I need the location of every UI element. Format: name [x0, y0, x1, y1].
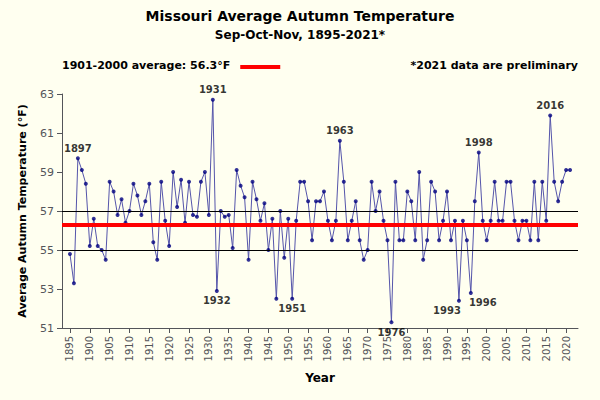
svg-text:1932: 1932 [203, 295, 231, 306]
svg-text:1995: 1995 [461, 336, 472, 361]
svg-text:*2021 data are preliminary: *2021 data are preliminary [410, 59, 578, 72]
svg-text:61: 61 [40, 127, 54, 140]
svg-text:1993: 1993 [433, 305, 461, 316]
svg-text:51: 51 [40, 322, 54, 335]
svg-text:2005: 2005 [501, 336, 512, 361]
svg-text:1976: 1976 [378, 327, 406, 338]
svg-text:Missouri Average Autumn Temper: Missouri Average Autumn Temperature [146, 8, 455, 24]
svg-text:Sep-Oct-Nov, 1895-2021*: Sep-Oct-Nov, 1895-2021* [215, 28, 386, 42]
svg-text:63: 63 [40, 88, 54, 101]
svg-text:1945: 1945 [263, 336, 274, 361]
svg-text:1950: 1950 [283, 336, 294, 361]
svg-text:2020: 2020 [561, 336, 572, 361]
svg-text:1955: 1955 [303, 336, 314, 361]
svg-text:1935: 1935 [223, 336, 234, 361]
svg-text:1897: 1897 [64, 143, 92, 154]
svg-text:1915: 1915 [144, 336, 155, 361]
svg-text:1930: 1930 [203, 336, 214, 361]
svg-text:1900: 1900 [84, 336, 95, 361]
svg-text:1996: 1996 [469, 297, 497, 308]
svg-text:1963: 1963 [326, 125, 354, 136]
svg-text:2015: 2015 [541, 336, 552, 361]
svg-text:2000: 2000 [481, 336, 492, 361]
svg-text:1895: 1895 [64, 336, 75, 361]
svg-text:Average Autumn Temperature (°F: Average Autumn Temperature (°F) [16, 104, 29, 317]
svg-text:Year: Year [304, 371, 335, 385]
svg-text:2010: 2010 [521, 336, 532, 361]
svg-text:2016: 2016 [536, 100, 564, 111]
svg-text:1975: 1975 [382, 336, 393, 361]
svg-text:1960: 1960 [322, 336, 333, 361]
svg-text:53: 53 [40, 283, 54, 296]
svg-text:1951: 1951 [278, 303, 306, 314]
svg-text:1925: 1925 [184, 336, 195, 361]
svg-text:1990: 1990 [442, 336, 453, 361]
svg-text:1980: 1980 [402, 336, 413, 361]
svg-text:1920: 1920 [164, 336, 175, 361]
svg-text:1965: 1965 [342, 336, 353, 361]
svg-text:1905: 1905 [104, 336, 115, 361]
svg-text:1910: 1910 [124, 336, 135, 361]
svg-text:1940: 1940 [243, 336, 254, 361]
svg-text:1970: 1970 [362, 336, 373, 361]
svg-text:1998: 1998 [465, 137, 493, 148]
svg-text:1985: 1985 [422, 336, 433, 361]
svg-text:1901-2000 average: 56.3°F: 1901-2000 average: 56.3°F [62, 59, 230, 72]
svg-text:55: 55 [40, 244, 54, 257]
svg-text:1931: 1931 [199, 84, 227, 95]
svg-text:59: 59 [40, 166, 54, 179]
svg-text:57: 57 [40, 205, 54, 218]
